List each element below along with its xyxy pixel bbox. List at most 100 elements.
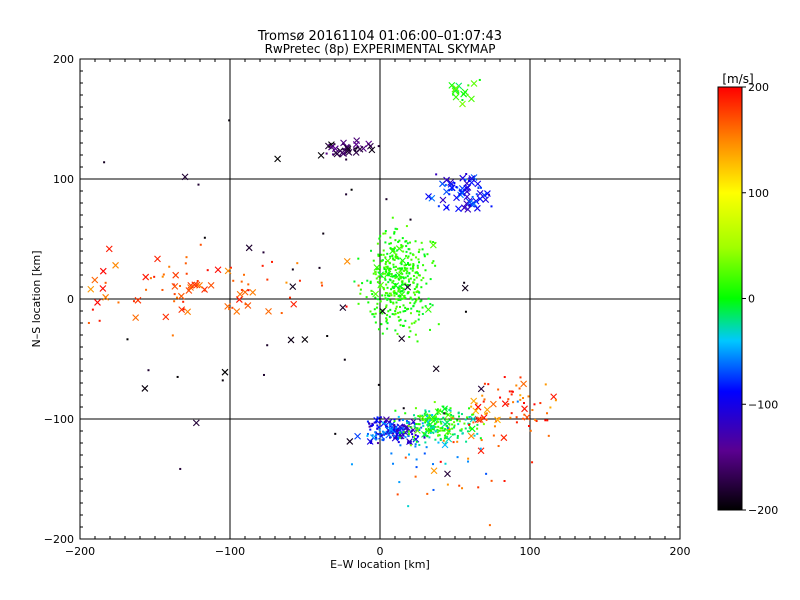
- data-point-cross: [474, 403, 482, 411]
- data-point-dot: [399, 275, 402, 278]
- data-point-cross: [439, 196, 447, 204]
- data-point-dot: [389, 236, 392, 239]
- data-point-dot: [376, 427, 379, 430]
- data-point-dot: [386, 425, 389, 428]
- x-tick-label: 0: [377, 545, 384, 558]
- data-point-dot: [402, 324, 405, 327]
- data-point-dot: [426, 420, 429, 423]
- x-tick-label: −100: [215, 545, 245, 558]
- data-point-cross: [470, 80, 478, 87]
- data-point-dot: [377, 383, 380, 386]
- data-point-dot: [350, 463, 353, 466]
- data-point-dot: [374, 312, 377, 315]
- data-point-dot: [407, 307, 410, 310]
- data-point-cross: [94, 299, 101, 306]
- data-point-dot: [519, 376, 522, 379]
- data-point-dot: [206, 269, 209, 272]
- data-point-dot: [393, 420, 396, 423]
- data-point-dot: [442, 439, 445, 442]
- data-point-dot: [429, 328, 432, 331]
- data-point-cross: [494, 416, 501, 424]
- data-point-dot: [347, 145, 350, 148]
- data-point-dot: [409, 218, 412, 221]
- data-point-dot: [443, 437, 446, 440]
- data-point-dot: [522, 397, 525, 400]
- data-point-dot: [388, 432, 391, 435]
- data-point-dot: [394, 227, 397, 230]
- data-point-cross: [274, 155, 281, 163]
- data-point-cross: [476, 190, 484, 197]
- data-point-dot: [434, 242, 437, 245]
- data-point-dot: [372, 272, 375, 275]
- data-point-dot: [343, 152, 346, 155]
- data-point-cross: [154, 255, 161, 263]
- data-point-dot: [394, 276, 397, 279]
- data-point-dot: [379, 420, 382, 423]
- data-point-dot: [421, 306, 424, 309]
- data-point-dot: [388, 272, 391, 275]
- data-point-dot: [366, 279, 369, 282]
- data-point-dot: [359, 292, 362, 295]
- data-point-dot: [396, 228, 399, 231]
- chart-title: Tromsø 20161104 01:06:00–01:07:43: [257, 29, 502, 44]
- data-point-dot: [508, 390, 511, 393]
- data-point-dot: [361, 282, 364, 285]
- data-point-dot: [391, 286, 394, 289]
- data-point-dot: [451, 427, 454, 430]
- data-point-dot: [357, 257, 360, 260]
- data-point-dot: [409, 296, 412, 299]
- data-point-dot: [409, 263, 412, 266]
- data-point-dot: [376, 281, 379, 284]
- data-point-dot: [431, 304, 434, 307]
- data-point-dot: [386, 322, 389, 325]
- data-point-dot: [406, 430, 409, 433]
- data-point-dot: [439, 460, 442, 463]
- data-point-cross: [459, 100, 466, 108]
- data-point-cross: [468, 425, 476, 433]
- data-point-dot: [395, 426, 398, 429]
- colorbar-tick-label: 200: [748, 81, 769, 94]
- data-point-dot: [173, 300, 176, 303]
- data-point-dot: [395, 254, 398, 257]
- data-point-dot: [410, 297, 413, 300]
- data-point-dot: [416, 340, 419, 343]
- data-point-dot: [393, 437, 396, 440]
- data-point-dot: [412, 267, 415, 270]
- data-point-dot: [406, 283, 409, 286]
- data-point-dot: [485, 412, 488, 415]
- data-point-dot: [423, 253, 426, 256]
- data-point-dot: [412, 265, 415, 268]
- data-point-dot: [389, 242, 392, 245]
- data-point-dot: [322, 232, 325, 235]
- data-point-dot: [342, 148, 345, 151]
- data-point-dot: [398, 319, 401, 322]
- data-point-cross: [184, 308, 192, 316]
- data-point-dot: [407, 421, 410, 424]
- data-point-dot: [453, 424, 456, 427]
- data-point-dot: [416, 298, 419, 301]
- data-point-dot: [395, 292, 398, 295]
- colorbar-tick-label: 100: [748, 187, 769, 200]
- data-point-dot: [397, 267, 400, 270]
- data-point-dot: [414, 407, 417, 410]
- data-point-dot: [431, 413, 434, 416]
- data-point-dot: [397, 435, 400, 438]
- data-point-dot: [459, 190, 462, 193]
- data-point-dot: [405, 245, 408, 248]
- data-point-dot: [380, 434, 383, 437]
- data-point-dot: [446, 426, 449, 429]
- data-point-dot: [407, 424, 410, 427]
- data-point-cross: [468, 95, 475, 103]
- data-point-dot: [512, 401, 515, 404]
- data-point-dot: [247, 283, 250, 286]
- data-point-dot: [242, 273, 245, 276]
- data-point-dot: [413, 302, 416, 305]
- x-axis-label: E–W location [km]: [330, 558, 430, 571]
- data-point-dot: [374, 436, 377, 439]
- data-point-dot: [393, 258, 396, 261]
- data-point-dot: [547, 434, 550, 437]
- data-point-dot: [395, 434, 398, 437]
- colorbar-tick-label: −100: [748, 398, 778, 411]
- data-point-cross: [473, 204, 481, 212]
- data-point-dot: [467, 460, 470, 463]
